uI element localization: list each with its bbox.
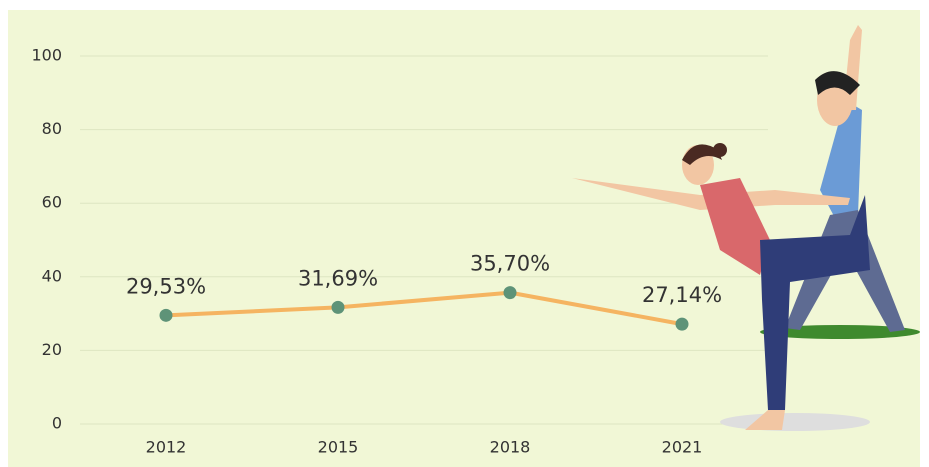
woman-arms (572, 178, 850, 210)
data-point (331, 300, 345, 314)
woman-top (700, 178, 770, 275)
illustration (572, 25, 920, 431)
data-point (503, 286, 517, 300)
data-point (675, 317, 689, 331)
data-point (159, 308, 173, 322)
y-tick-label: 100 (31, 46, 62, 65)
woman-foot (745, 410, 785, 430)
x-tick-label: 2018 (490, 438, 531, 457)
y-tick-label: 0 (52, 414, 62, 433)
y-tick-label: 80 (42, 119, 62, 138)
man-legs (785, 210, 905, 332)
x-tick-label: 2021 (662, 438, 703, 457)
woman-hair (682, 144, 722, 165)
data-label: 35,70% (470, 252, 550, 276)
y-tick-label: 40 (42, 266, 62, 285)
data-label: 27,14% (642, 283, 722, 307)
man-shirt (820, 100, 862, 218)
chart-marks: 0 20 40 60 80 100 2012 2015 2018 2021 29,53% 31,69%… (31, 46, 768, 457)
data-label: 31,69% (298, 266, 378, 290)
x-tick-label: 2012 (146, 438, 187, 457)
floor-shadow (720, 413, 870, 431)
x-tick-label: 2015 (318, 438, 359, 457)
data-label: 29,53% (126, 274, 206, 298)
series-line (165, 290, 683, 327)
man-hair (815, 71, 860, 95)
y-tick-label: 60 (42, 193, 62, 212)
woman-bun (713, 143, 727, 157)
woman-legs (760, 195, 870, 410)
y-tick-label: 20 (42, 340, 62, 359)
